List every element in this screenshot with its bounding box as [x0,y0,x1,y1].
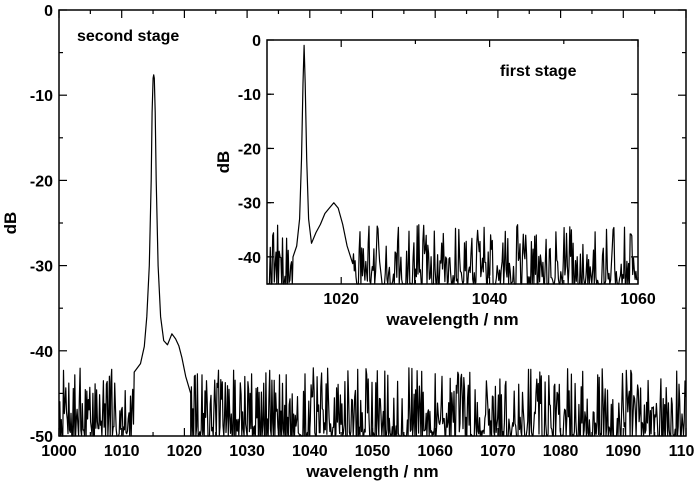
main-y-tick-label: -50 [30,429,53,446]
inset-x-tick-label: 1060 [620,291,656,308]
main-x-tick-label: 1050 [355,443,391,460]
inset-x-tick-label: 1020 [323,291,359,308]
inset-chart: 1020 1040 1060 0 -10 -20 -30 -40 wavelength / nm… [214,33,656,329]
main-y-tick-label: -40 [30,344,53,361]
main-x-axis-title: wavelength / nm [305,462,438,481]
main-x-tick-label: 1030 [229,443,265,460]
inset-y-tick-label: -40 [238,250,261,267]
main-x-tick-label: 1040 [292,443,328,460]
main-y-tick-label: -10 [30,88,53,105]
inset-trace [267,44,638,285]
inset-y-axis-title: dB [214,151,233,174]
inset-plot-area [267,40,638,284]
inset-y-tick-label: -10 [238,87,261,104]
main-x-tick-label: 1010 [104,443,140,460]
main-y-tick-label: -30 [30,259,53,276]
main-y-axis-title: dB [1,212,20,235]
main-y-tick-label: 0 [44,3,53,20]
main-y-tick-label: -20 [30,173,53,190]
inset-x-tick-label: 1040 [472,291,508,308]
inset-y-tick-label: -20 [238,141,261,158]
main-x-tick-label: 1080 [543,443,579,460]
main-x-tick-label: 1090 [606,443,642,460]
inset-y-tick-label: -30 [238,196,261,213]
main-x-tick-label: 1020 [167,443,203,460]
main-x-tick-label: 1070 [480,443,516,460]
main-x-tick-label: 1060 [417,443,453,460]
inset-stage-label: first stage [500,63,577,80]
inset-y-tick-label: 0 [252,33,261,50]
main-stage-label: second stage [77,28,179,45]
inset-frame [266,39,639,285]
main-x-tick-label: 1000 [41,443,77,460]
inset-x-axis-title: wavelength / nm [385,310,518,329]
main-trace [58,74,687,437]
